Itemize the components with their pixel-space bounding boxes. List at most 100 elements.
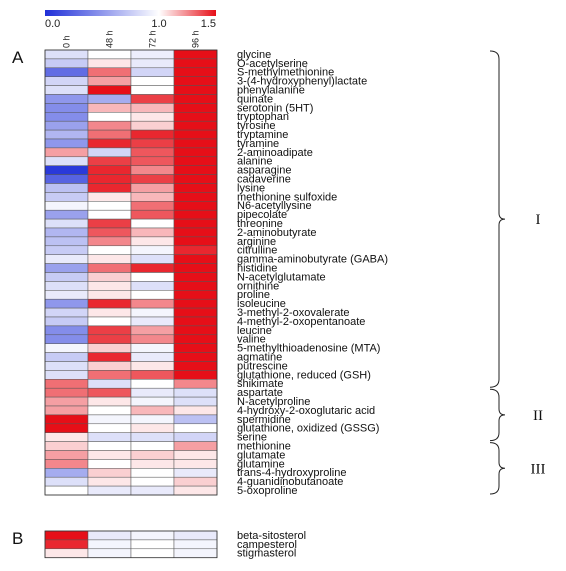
- row-label: putrescine: [237, 360, 288, 372]
- heatmap-cell: [130, 112, 175, 122]
- heatmap-cell: [130, 548, 175, 558]
- heatmap-cell: [173, 156, 218, 166]
- row-label: glycine: [237, 49, 271, 61]
- heatmap-cell: [173, 76, 218, 86]
- heatmap-cell: [130, 290, 175, 300]
- heatmap-cell: [87, 156, 132, 166]
- group-label: I: [536, 212, 541, 228]
- heatmap-cell: [173, 530, 218, 541]
- heatmap-cell: [87, 112, 132, 122]
- row-label: campesterol: [237, 539, 297, 551]
- heatmap-cell: [173, 67, 218, 77]
- heatmap-cell: [44, 272, 89, 282]
- heatmap-cell: [173, 468, 218, 478]
- heatmap-cell: [44, 414, 89, 425]
- heatmap-cell: [173, 485, 218, 496]
- heatmap-cell: [173, 49, 218, 60]
- row-label: methionine sulfoxide: [237, 191, 337, 203]
- heatmap-cell: [130, 281, 175, 291]
- heatmap-cell: [87, 49, 132, 60]
- row-label: agmatine: [237, 352, 282, 364]
- panel-label: A: [12, 48, 24, 67]
- heatmap-cell: [44, 281, 89, 291]
- heatmap-cell: [173, 192, 218, 202]
- panel-label: B: [12, 529, 23, 548]
- heatmap-cell: [130, 432, 175, 442]
- heatmap-cell: [87, 236, 132, 247]
- heatmap-cell: [173, 129, 218, 140]
- heatmap-cell: [173, 334, 218, 344]
- row-label: glutathione, oxidized (GSSG): [237, 423, 379, 435]
- heatmap-cell: [87, 129, 132, 140]
- row-label: 4-methyl-2-oxopentanoate: [237, 316, 365, 328]
- heatmap-cell: [130, 129, 175, 140]
- row-label: 5-oxoproline: [237, 485, 298, 497]
- row-label: 2-aminoadipate: [237, 147, 313, 159]
- heatmap-cell: [130, 459, 175, 469]
- heatmap-cell: [130, 423, 175, 433]
- heatmap-cell: [87, 183, 132, 193]
- column-headers: 0 h 48 h 72 h 96 h: [62, 30, 201, 48]
- colorbar-tick-label: 1.0: [151, 18, 166, 30]
- heatmap-cell: [44, 245, 89, 255]
- group-brace: [489, 388, 506, 442]
- row-label: 3-methyl-2-oxovalerate: [237, 307, 350, 319]
- heatmap-cell: [130, 192, 175, 202]
- heatmap-cell: [173, 459, 218, 469]
- heatmap-cell: [130, 76, 175, 86]
- heatmap-cell: [44, 298, 89, 309]
- heatmap-cell: [44, 94, 89, 104]
- heatmap-cell: [130, 85, 175, 95]
- heatmap-cell: [173, 281, 218, 291]
- heatmap-cell: [44, 450, 89, 460]
- heatmap-cell: [44, 263, 89, 273]
- heatmap-cell: [44, 405, 89, 416]
- heatmap-cell: [130, 530, 175, 541]
- heatmap-cell: [87, 548, 132, 558]
- row-label: threonine: [237, 218, 283, 230]
- heatmap-cell: [44, 174, 89, 184]
- heatmap-cell: [130, 352, 175, 362]
- row-label: asparagine: [237, 165, 291, 177]
- heatmap-cell: [87, 468, 132, 478]
- heatmap-cell: [173, 138, 218, 149]
- heatmap-cell: [173, 316, 218, 327]
- heatmap-cell: [130, 245, 175, 255]
- heatmap-cell: [44, 147, 89, 158]
- row-label: serine: [237, 432, 267, 444]
- heatmap-cell: [87, 485, 132, 496]
- heatmap-cell: [130, 370, 175, 380]
- heatmap-cell: [44, 432, 89, 442]
- heatmap-cell: [173, 387, 218, 398]
- heatmap-cell: [87, 379, 132, 389]
- row-label: histidine: [237, 263, 277, 275]
- heatmap-cell: [44, 120, 89, 131]
- heatmap-cell: [44, 201, 89, 211]
- heatmap-cell: [87, 290, 132, 300]
- heatmap-cell: [173, 254, 218, 264]
- heatmap-cell: [130, 441, 175, 451]
- heatmap-cell: [173, 432, 218, 442]
- heatmap-cell: [87, 352, 132, 362]
- heatmap-cell: [130, 343, 175, 353]
- heatmap-cell: [87, 441, 132, 451]
- heatmap-cell: [44, 316, 89, 327]
- row-label: pipecolate: [237, 209, 287, 221]
- heatmap-cell: [130, 254, 175, 264]
- row-label: aspartate: [237, 387, 283, 399]
- heatmap-cell: [87, 423, 132, 433]
- heatmap-cell: [44, 485, 89, 496]
- heatmap-cell: [44, 334, 89, 344]
- heatmap-cell: [87, 58, 132, 69]
- heatmap-cell: [130, 414, 175, 425]
- group-brace: [489, 50, 506, 388]
- heatmap-cell: [173, 370, 218, 380]
- heatmap-cell: [130, 405, 175, 416]
- panel-frame: [44, 49, 218, 496]
- heatmap-cell: [87, 298, 132, 309]
- heatmap-cell: [130, 539, 175, 550]
- heatmap-cell: [130, 183, 175, 193]
- heatmap-cell: [173, 201, 218, 211]
- row-label: 3-(4-hydroxyphenyl)lactate: [237, 76, 367, 88]
